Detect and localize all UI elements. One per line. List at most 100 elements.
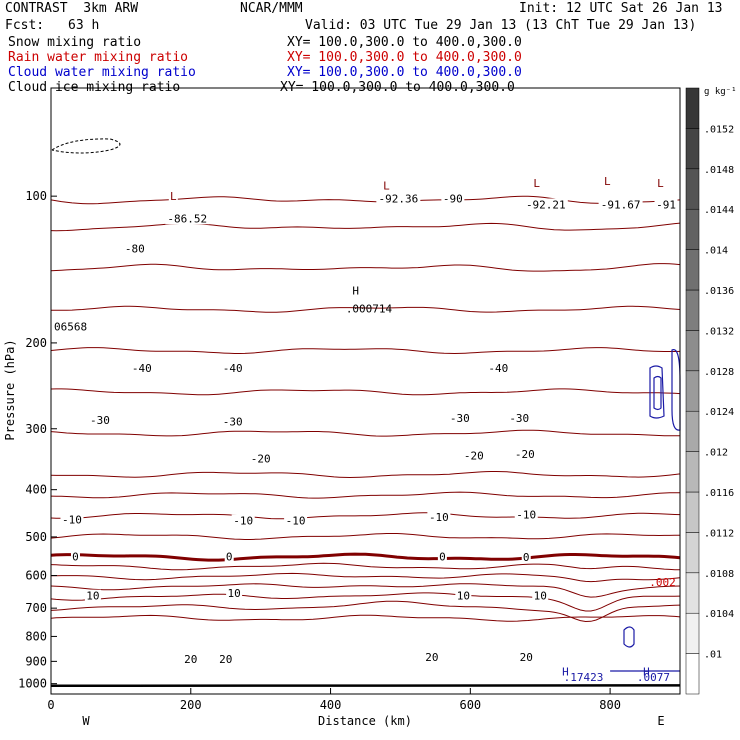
contour-label: -92.21: [526, 198, 566, 211]
isotherm-contour: [50, 347, 681, 355]
colorbar-unit: g kg⁻¹: [704, 87, 737, 97]
x-tick-label: 0: [47, 698, 54, 712]
cloud-ice-contour: [51, 138, 121, 154]
contour-label-bg: [532, 589, 549, 602]
contour-label: -92.36: [378, 192, 418, 205]
contour-label: 20: [520, 651, 533, 664]
colorbar-swatch: [685, 249, 700, 291]
contour-label-bg: [598, 198, 643, 211]
y-tick-label: 100: [25, 189, 47, 203]
y-tick-label: 500: [25, 530, 47, 544]
field-label-cloud-water: Cloud water mixing ratio: [8, 65, 196, 80]
contour-label: L: [657, 177, 664, 190]
contour-label: -10: [233, 515, 253, 528]
freezing-level-contour: [50, 552, 681, 562]
colorbar-tick-label: .0108: [704, 569, 734, 580]
colorbar-tick-label: .0116: [704, 488, 734, 499]
contour-label-bg: [60, 513, 84, 526]
contour-label: -40: [488, 362, 508, 375]
contour-label-bg: [423, 650, 440, 663]
contour-label-bg: [521, 551, 531, 564]
contour-label: -30: [223, 416, 243, 429]
header-fcst-label: Fcst:: [5, 18, 45, 33]
contour-label-bg: [427, 510, 451, 523]
colorbar-swatch: [685, 653, 700, 695]
contour-label-bg: [88, 414, 112, 427]
y-tick-label: 200: [25, 336, 47, 350]
contour-label: -10: [429, 511, 449, 524]
extrema-label: H: [352, 284, 359, 297]
y-tick-label: 400: [25, 483, 47, 497]
contour-label-bg: [217, 652, 234, 665]
y-tick-label: 800: [25, 629, 47, 643]
contour-label: 0: [72, 550, 79, 563]
contour-label-bg: [532, 177, 542, 190]
contour-label-bg: [284, 514, 308, 527]
colorbar-tick-label: .0128: [704, 367, 734, 378]
y-tick-label: 900: [25, 654, 47, 668]
x-tick-label: 600: [459, 698, 481, 712]
isotherm-contour: [51, 572, 681, 583]
contour-label: -40: [132, 362, 152, 375]
field-label-rain: Rain water mixing ratio: [8, 50, 189, 65]
contour-label-bg: [462, 449, 486, 462]
contour-label-bg: [448, 411, 472, 424]
contour-label: -91: [656, 198, 676, 211]
colorbar-tick-label: .0148: [704, 165, 734, 176]
y-tick-label: 1000: [18, 677, 47, 691]
colorbar-tick-label: .0124: [704, 407, 734, 418]
colorbar-swatch: [685, 572, 700, 614]
colorbar-swatch: [685, 289, 700, 331]
contour-label-bg: [226, 587, 243, 600]
y-tick-label: 700: [25, 601, 47, 615]
colorbar-swatch: [685, 612, 700, 654]
extrema-label: H: [562, 666, 569, 679]
contour-label-bg: [249, 452, 273, 465]
extrema-label: .002: [649, 576, 676, 589]
colorbar-tick-label: .0136: [704, 286, 734, 297]
extrema-label: 06568: [54, 320, 87, 333]
contour-label-bg: [602, 174, 612, 187]
contour-label: 0: [226, 550, 233, 563]
contour-label-bg: [224, 550, 234, 563]
x-tick-label: 400: [320, 698, 342, 712]
contour-label: 10: [457, 590, 470, 603]
contour-label: L: [604, 175, 611, 188]
colorbar-swatch: [685, 410, 700, 452]
contour-label-bg: [441, 192, 465, 205]
isotherm-contour: [50, 533, 680, 540]
contour-label-bg: [518, 650, 535, 663]
colorbar-swatch: [685, 491, 700, 533]
contour-label-bg: [514, 508, 538, 521]
header-title-center: NCAR/MMM: [240, 1, 303, 16]
contour-label-bg: [221, 361, 245, 374]
contour-label: 0: [523, 551, 530, 564]
header-init: Init: 12 UTC Sat 26 Jan 13: [519, 1, 723, 16]
colorbar-swatch: [685, 330, 700, 372]
colorbar-swatch: [685, 128, 700, 170]
y-tick-label: 600: [25, 569, 47, 583]
contour-label-bg: [507, 411, 531, 424]
contour-label: -30: [509, 412, 529, 425]
extrema-label: .17423: [564, 671, 604, 684]
colorbar-swatch: [685, 208, 700, 250]
colorbar-tick-label: .01: [704, 650, 722, 661]
colorbar-swatch: [685, 87, 700, 129]
header-title-left: CONTRAST 3km ARW: [5, 1, 139, 16]
contour-label-bg: [70, 550, 80, 563]
isotherm-contour: [50, 471, 681, 479]
contour-label-bg: [231, 514, 255, 527]
contour-label: -90: [443, 192, 463, 205]
y-tick-label: 300: [25, 422, 47, 436]
contour-label-bg: [655, 177, 665, 190]
isotherm-contour: [50, 583, 681, 598]
contour-label: 10: [86, 590, 99, 603]
colorbar-tick-label: .0104: [704, 609, 734, 620]
plot-frame: [50, 87, 681, 695]
colorbar-tick-label: .014: [704, 246, 728, 257]
contour-label-bg: [130, 361, 154, 374]
extrema-label: .0077: [637, 671, 670, 684]
contour-label: 20: [184, 653, 197, 666]
